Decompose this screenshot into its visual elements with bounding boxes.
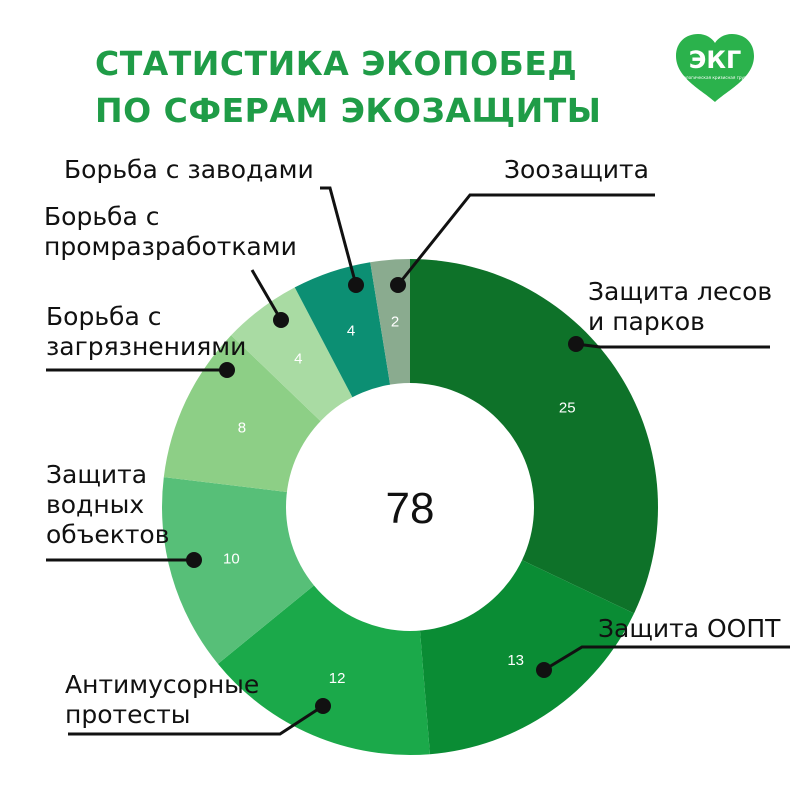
slice-value-label: 12 <box>329 670 346 687</box>
slice-value-label: 10 <box>223 551 240 568</box>
slice-category-label: Защита водных объектов <box>46 460 170 549</box>
slice-category-label: Антимусорные протесты <box>65 670 260 729</box>
slice-value-label: 13 <box>507 652 524 669</box>
logo-heart <box>676 34 754 102</box>
leader-dot <box>315 698 331 714</box>
slice-category-label: Зоозащита <box>504 155 649 184</box>
slice-category-label: Защита лесов и парков <box>588 277 773 336</box>
slice-category-label: Борьба с промразработками <box>44 202 297 261</box>
slice-category-label: Борьба с заводами <box>64 155 314 184</box>
slice-category-label: Борьба с загрязнениями <box>46 302 247 361</box>
leader-dot <box>186 552 202 568</box>
leader-dot <box>219 362 235 378</box>
slice-value-label: 2 <box>391 314 399 331</box>
donut-hole <box>286 383 534 631</box>
chart-title: СТАТИСТИКА ЭКОПОБЕД ПО СФЕРАМ ЭКОЗАЩИТЫ <box>95 40 602 134</box>
leader-dot <box>536 662 552 678</box>
leader-line <box>575 342 770 349</box>
leader-dot <box>568 336 584 352</box>
leader-line <box>396 193 655 286</box>
slice-category-label: Защита ООПТ <box>598 614 781 643</box>
title-line-1: СТАТИСТИКА ЭКОПОБЕД <box>95 44 578 83</box>
leader-dot <box>273 312 289 328</box>
leader-line <box>250 269 283 321</box>
slice-value-label: 4 <box>347 323 355 340</box>
slice-value-label: 25 <box>559 400 576 417</box>
logo-subtext: Экологическая кризисная группа <box>678 75 753 80</box>
leader-dot <box>348 277 364 293</box>
leader-line <box>543 645 790 672</box>
chart-total: 78 <box>386 484 435 533</box>
slice-value-label: 8 <box>238 419 246 436</box>
ekg-logo: ЭКГ Экологическая кризисная группа <box>676 34 754 102</box>
leader-line <box>320 186 358 286</box>
slice-value-label: 4 <box>294 350 302 367</box>
logo-text: ЭКГ <box>689 46 742 74</box>
leader-line <box>68 704 324 736</box>
title-line-2: ПО СФЕРАМ ЭКОЗАЩИТЫ <box>95 91 602 130</box>
leader-dot <box>390 277 406 293</box>
